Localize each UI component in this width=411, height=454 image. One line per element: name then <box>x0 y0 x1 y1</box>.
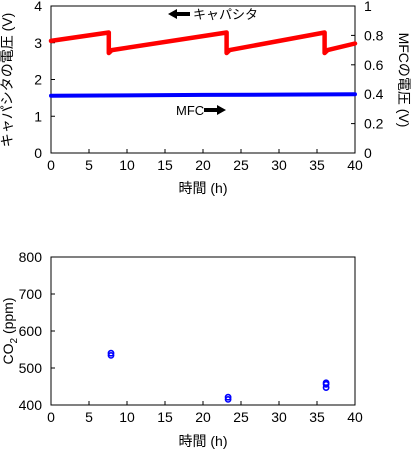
co2-y-tick-label: 700 <box>19 286 43 302</box>
co2-x-tick-label: 0 <box>47 409 55 425</box>
voltage-y2-tick-label: 0.2 <box>364 116 384 132</box>
voltage-y-tick-label: 2 <box>34 72 42 88</box>
mfc-annotation-label: MFC <box>176 103 204 118</box>
voltage-y2-ticks: 0 0.2 0.4 0.6 0.8 1 <box>351 0 384 161</box>
mfc-annotation: MFC <box>176 103 226 118</box>
co2-y-ticks: 400 500 600 700 800 <box>19 249 55 413</box>
voltage-y2-tick-label: 0.6 <box>364 57 384 73</box>
voltage-x-tick-label: 30 <box>271 157 287 173</box>
voltage-x-tick-label: 5 <box>85 157 93 173</box>
voltage-y2-tick-label: 1 <box>364 0 372 14</box>
voltage-y2-tick-label: 0 <box>364 145 372 161</box>
voltage-y-tick-label: 3 <box>34 35 42 51</box>
voltage-y-axis-label: キャパシタの電圧 (V) <box>0 13 15 148</box>
capacitor-annotation: キャパシタ <box>168 7 258 22</box>
co2-y-tick-label: 500 <box>19 360 43 376</box>
co2-x-axis-label: 時間 (h) <box>179 433 228 449</box>
co2-x-tick-label: 10 <box>119 409 135 425</box>
co2-y-label-main: CO <box>0 343 16 364</box>
voltage-chart: 0 5 10 15 20 25 30 35 40 0 1 2 3 4 0 0.2 0.4 0.6 0.8 1 時間… <box>0 0 411 196</box>
co2-x-tick-label: 15 <box>157 409 173 425</box>
co2-x-tick-label: 20 <box>195 409 211 425</box>
co2-y-label-sub: 2 <box>9 338 20 344</box>
voltage-x-axis-label: 時間 (h) <box>179 180 228 196</box>
voltage-y2-tick-label: 0.4 <box>364 86 384 102</box>
co2-y-tick-label: 600 <box>19 323 43 339</box>
voltage-x-tick-label: 10 <box>119 157 135 173</box>
voltage-series <box>48 30 358 98</box>
voltage-x-ticks: 0 5 10 15 20 25 30 35 40 <box>47 149 363 173</box>
voltage-plot-frame <box>50 5 356 154</box>
voltage-y-tick-label: 4 <box>34 0 42 14</box>
right-arrow-icon <box>204 105 226 115</box>
voltage-y-ticks: 0 1 2 3 4 <box>34 0 55 161</box>
co2-data-point <box>107 351 115 359</box>
co2-points <box>107 349 330 403</box>
co2-data-point <box>224 393 232 401</box>
voltage-x-tick-label: 15 <box>157 157 173 173</box>
co2-y-tick-label: 400 <box>19 397 43 413</box>
voltage-y-tick-label: 1 <box>34 108 42 124</box>
co2-x-tick-label: 35 <box>309 409 325 425</box>
mfc-voltage-line <box>49 92 357 98</box>
left-arrow-icon <box>168 9 190 19</box>
voltage-y2-axis-label: MFCの電圧 (V) <box>396 33 411 128</box>
capacitor-voltage-line <box>48 30 358 56</box>
voltage-x-tick-label: 0 <box>47 157 55 173</box>
capacitor-annotation-label: キャパシタ <box>193 7 258 22</box>
voltage-x-tick-label: 25 <box>233 157 249 173</box>
co2-y-axis-label: CO2 (ppm) <box>0 297 20 364</box>
co2-x-ticks: 0 5 10 15 20 25 30 35 40 <box>47 401 363 425</box>
co2-data-point <box>224 395 232 403</box>
co2-x-tick-label: 5 <box>85 409 93 425</box>
voltage-y2-tick-label: 0.8 <box>364 27 384 43</box>
voltage-x-tick-label: 20 <box>195 157 211 173</box>
voltage-y-tick-label: 0 <box>34 145 42 161</box>
co2-plot-frame <box>50 256 356 406</box>
co2-y-tick-label: 800 <box>19 249 43 265</box>
co2-data-point <box>107 349 115 357</box>
voltage-x-tick-label: 40 <box>347 157 363 173</box>
co2-y-label-rest: (ppm) <box>0 297 16 337</box>
co2-x-tick-label: 30 <box>271 409 287 425</box>
co2-x-tick-label: 40 <box>347 409 363 425</box>
voltage-x-tick-label: 35 <box>309 157 325 173</box>
co2-x-tick-label: 25 <box>233 409 249 425</box>
co2-data-point <box>322 379 330 387</box>
